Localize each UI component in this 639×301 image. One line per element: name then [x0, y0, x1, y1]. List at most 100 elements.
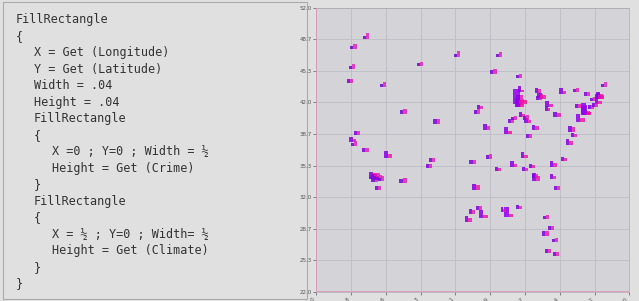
- Bar: [353, 44, 357, 49]
- Bar: [371, 175, 374, 178]
- Bar: [589, 105, 591, 109]
- Bar: [536, 176, 541, 181]
- Bar: [592, 103, 595, 107]
- Bar: [514, 164, 517, 167]
- Bar: [476, 185, 480, 190]
- Bar: [350, 79, 353, 83]
- Bar: [516, 100, 519, 105]
- Bar: [520, 95, 523, 99]
- Bar: [578, 104, 581, 108]
- Bar: [504, 209, 507, 212]
- Bar: [477, 109, 479, 113]
- Bar: [473, 110, 477, 113]
- Text: {: {: [33, 211, 41, 224]
- Bar: [363, 36, 366, 39]
- Bar: [477, 105, 481, 109]
- Bar: [373, 173, 377, 178]
- Bar: [472, 184, 476, 190]
- Bar: [575, 104, 578, 108]
- Text: }: }: [15, 277, 22, 290]
- Bar: [527, 134, 530, 138]
- Bar: [374, 176, 378, 182]
- Bar: [399, 178, 403, 183]
- Bar: [587, 112, 592, 114]
- Bar: [369, 177, 372, 179]
- Bar: [351, 144, 355, 146]
- Bar: [495, 167, 498, 171]
- Bar: [593, 97, 596, 101]
- Bar: [600, 95, 604, 99]
- Bar: [468, 218, 472, 222]
- Bar: [539, 96, 542, 100]
- Bar: [383, 82, 386, 87]
- Bar: [535, 88, 538, 93]
- Bar: [483, 215, 488, 219]
- Bar: [379, 175, 382, 180]
- Bar: [500, 207, 504, 212]
- Bar: [583, 105, 587, 114]
- Bar: [468, 209, 472, 213]
- Bar: [542, 231, 545, 236]
- Bar: [516, 100, 520, 107]
- Bar: [581, 103, 586, 115]
- Bar: [543, 95, 546, 99]
- Bar: [601, 84, 604, 87]
- Bar: [378, 186, 381, 190]
- Bar: [351, 64, 355, 69]
- Bar: [400, 110, 403, 114]
- Bar: [486, 155, 489, 159]
- Bar: [591, 105, 594, 109]
- Bar: [521, 152, 525, 158]
- Bar: [481, 106, 484, 109]
- Bar: [582, 107, 587, 115]
- Bar: [473, 160, 476, 164]
- Bar: [597, 93, 600, 97]
- Bar: [388, 154, 392, 158]
- Bar: [532, 125, 535, 130]
- Bar: [573, 88, 576, 92]
- Bar: [525, 168, 528, 171]
- Text: Y = Get (Latitude): Y = Get (Latitude): [33, 63, 162, 76]
- Bar: [420, 62, 422, 67]
- Bar: [585, 111, 590, 114]
- Bar: [598, 95, 601, 99]
- Bar: [376, 176, 379, 180]
- Bar: [355, 141, 357, 146]
- Bar: [564, 158, 567, 161]
- Text: FillRectangle: FillRectangle: [15, 14, 108, 26]
- Bar: [596, 92, 600, 99]
- Bar: [519, 101, 522, 104]
- Bar: [519, 101, 523, 105]
- Bar: [493, 69, 497, 74]
- Bar: [433, 119, 437, 124]
- Bar: [601, 95, 604, 99]
- Bar: [517, 95, 520, 99]
- Bar: [350, 137, 353, 142]
- Bar: [536, 96, 539, 100]
- Bar: [366, 148, 369, 152]
- Bar: [551, 226, 553, 230]
- Bar: [380, 84, 383, 87]
- Bar: [550, 161, 553, 166]
- Bar: [432, 158, 435, 162]
- Bar: [354, 131, 357, 135]
- Text: X =0 ; Y=0 ; Width = ½: X =0 ; Y=0 ; Width = ½: [52, 145, 208, 158]
- Bar: [526, 116, 529, 119]
- Bar: [549, 104, 553, 107]
- Bar: [403, 109, 407, 114]
- Bar: [545, 101, 549, 107]
- Bar: [587, 92, 590, 96]
- Bar: [559, 88, 562, 94]
- Bar: [545, 249, 548, 253]
- Bar: [376, 177, 379, 180]
- Bar: [378, 178, 381, 181]
- Bar: [373, 176, 376, 180]
- Bar: [548, 249, 551, 253]
- Bar: [429, 158, 432, 162]
- Bar: [553, 252, 556, 256]
- Bar: [518, 86, 521, 92]
- Bar: [545, 231, 548, 236]
- Bar: [587, 112, 590, 115]
- Bar: [557, 186, 560, 190]
- Bar: [539, 93, 543, 99]
